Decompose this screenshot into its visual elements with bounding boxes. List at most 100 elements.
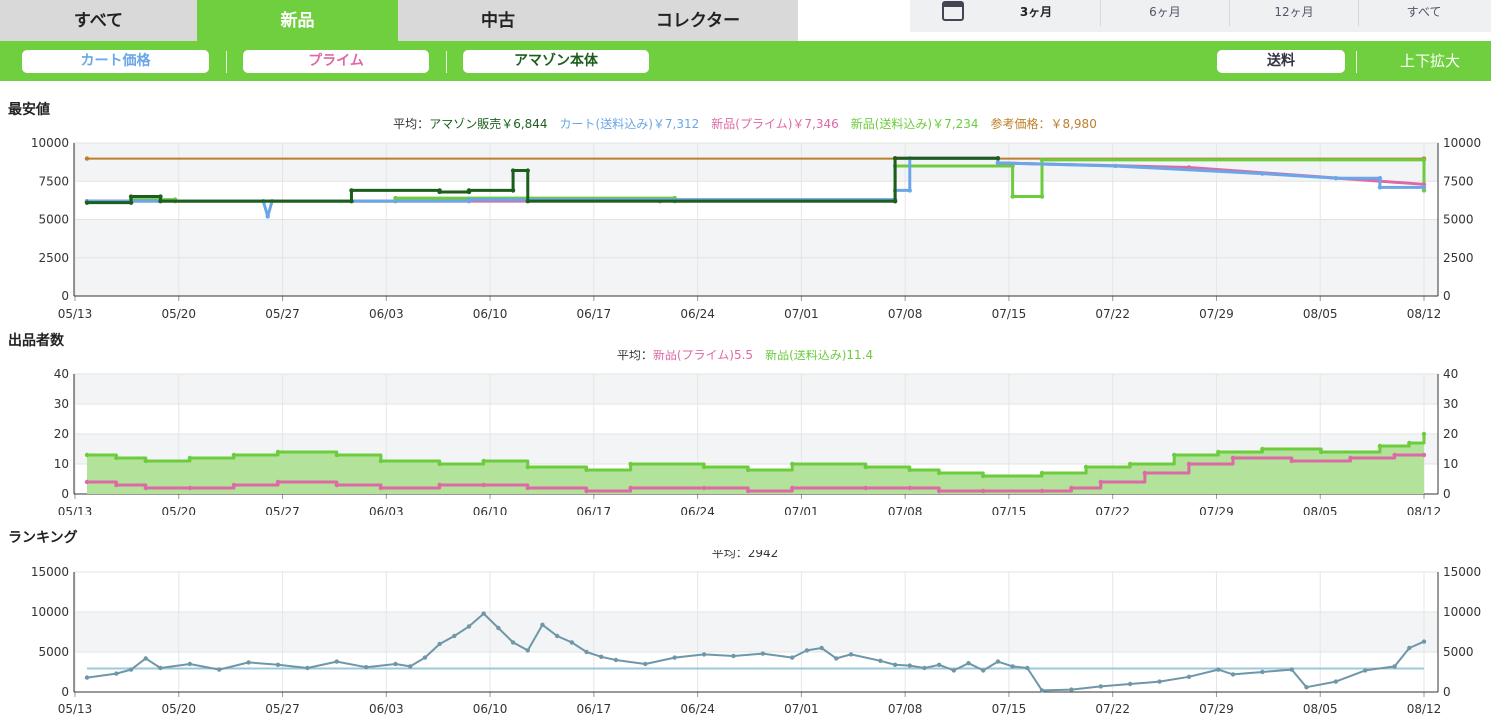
period-12months[interactable]: 12ヶ月 bbox=[1274, 5, 1314, 19]
series-point-rank bbox=[437, 641, 442, 647]
tab-used[interactable]: 中古 bbox=[481, 11, 515, 31]
period-3months[interactable]: 3ヶ月 bbox=[1019, 5, 1053, 19]
y-tick-label-right: 0 bbox=[1443, 685, 1451, 699]
cart-price-toggle[interactable]: カート価格 bbox=[22, 50, 209, 73]
y-tick-label-left: 10000 bbox=[31, 136, 69, 150]
series-point-rank bbox=[554, 633, 560, 639]
series-point-rank bbox=[393, 661, 398, 667]
series-point-rank bbox=[540, 622, 545, 627]
series-point-prime bbox=[1421, 452, 1427, 458]
series-point-newship bbox=[981, 473, 986, 479]
x-tick-label: 07/22 bbox=[1095, 702, 1130, 716]
legend-entry[interactable]: 新品(プライム)5.5 bbox=[653, 350, 753, 362]
price-chart[interactable]: 05/13 05/20 05/27 06/03 06/10 06/17 06/24 07/01… bbox=[0, 100, 1491, 330]
series-point-rank bbox=[1333, 679, 1339, 684]
series-point-newship bbox=[481, 458, 486, 464]
series-point-prime bbox=[525, 485, 530, 491]
series-point-rank bbox=[1098, 684, 1103, 689]
series-point-amazon bbox=[437, 189, 442, 195]
offers-chart[interactable]: 05/13 05/20 05/27 06/03 06/10 06/17 06/24 07/01… bbox=[0, 350, 1491, 515]
legend-entry[interactable]: カート(送料込み)￥7,312 bbox=[548, 116, 700, 131]
plot-band bbox=[74, 374, 1438, 404]
series-point-newship bbox=[1172, 452, 1177, 458]
y-tick-label-left: 30 bbox=[54, 397, 69, 411]
tab-all[interactable]: すべて bbox=[73, 11, 124, 31]
series-point-ref bbox=[84, 156, 90, 161]
series-point-amazon bbox=[510, 168, 516, 173]
series-point-prime bbox=[907, 485, 912, 491]
shipping-toggle[interactable]: 送料 bbox=[1217, 50, 1345, 73]
series-point-amazon bbox=[349, 188, 354, 193]
y-tick-label-right: 5000 bbox=[1443, 213, 1474, 227]
series-point-prime bbox=[275, 479, 281, 485]
series-point-newship bbox=[936, 470, 942, 476]
y-tick-label-left: 0 bbox=[61, 487, 69, 501]
series-point-rank bbox=[114, 671, 119, 676]
series-point-rank bbox=[892, 662, 898, 667]
series-point-cart bbox=[265, 214, 270, 219]
x-tick-label: 07/15 bbox=[992, 505, 1027, 515]
calendar-icon[interactable] bbox=[940, 0, 966, 26]
y-tick-label-right: 2500 bbox=[1443, 251, 1474, 265]
series-point-newship bbox=[1216, 449, 1221, 455]
x-tick-label: 07/29 bbox=[1199, 702, 1234, 716]
x-tick-label: 05/13 bbox=[58, 505, 93, 515]
series-point-rank bbox=[731, 653, 736, 659]
series-point-rank bbox=[922, 665, 927, 671]
series-point-prime bbox=[790, 485, 795, 491]
x-tick-label: 07/22 bbox=[1095, 307, 1130, 321]
y-tick-label-right: 15000 bbox=[1443, 565, 1481, 579]
vertical-zoom-button[interactable]: 上下拡大 bbox=[1400, 52, 1461, 70]
series-point-rank bbox=[672, 655, 677, 660]
x-tick-label: 07/15 bbox=[992, 702, 1027, 716]
series-point-newship bbox=[334, 452, 339, 458]
legend-entry[interactable]: 新品(プライム)￥7,346 bbox=[699, 116, 838, 131]
series-line-amazon bbox=[87, 156, 998, 205]
series-point-amazon bbox=[158, 198, 163, 204]
period-all[interactable]: すべて bbox=[1406, 5, 1442, 19]
series-point-rank bbox=[217, 667, 222, 672]
y-tick-label-left: 7500 bbox=[38, 174, 69, 188]
legend-entry[interactable]: 参考価格：￥8,980 bbox=[978, 116, 1096, 131]
series-point-newship bbox=[1039, 194, 1045, 199]
series-point-amazon bbox=[892, 198, 898, 204]
series-point-newship bbox=[745, 467, 751, 473]
series-point-rank bbox=[848, 652, 854, 657]
series-point-prime bbox=[1392, 452, 1397, 458]
series-point-rank bbox=[1186, 674, 1192, 679]
series-line-cart bbox=[87, 156, 1424, 218]
series-point-newship bbox=[1421, 431, 1427, 437]
series-point-prime bbox=[1230, 455, 1236, 461]
x-tick-label: 08/12 bbox=[1407, 307, 1442, 321]
legend-entry[interactable]: アマゾン販売￥6,844 bbox=[429, 116, 547, 131]
legend-entry[interactable]: 新品(送料込み)￥7,234 bbox=[839, 116, 979, 131]
series-point-newship bbox=[143, 458, 148, 464]
series-point-rank bbox=[1392, 664, 1397, 669]
x-tick-label: 08/05 bbox=[1303, 307, 1338, 321]
series-point-newship bbox=[378, 458, 384, 464]
y-tick-label-right: 10 bbox=[1443, 457, 1458, 471]
series-point-cart bbox=[1377, 185, 1383, 190]
x-tick-label: 08/05 bbox=[1303, 702, 1338, 716]
series-point-rank bbox=[1289, 667, 1294, 672]
tab-collector[interactable]: コレクター bbox=[655, 11, 741, 31]
tab-new[interactable]: 新品 bbox=[197, 0, 398, 41]
series-point-newship bbox=[1377, 443, 1383, 449]
chart-legend: 平均：アマゾン販売￥6,844 カート(送料込み)￥7,312 新品(プライム)… bbox=[393, 116, 1097, 131]
series-point-newship bbox=[1039, 157, 1045, 163]
series-point-rank bbox=[951, 668, 957, 673]
x-tick-label: 07/29 bbox=[1199, 505, 1234, 515]
prime-toggle[interactable]: プライム bbox=[243, 50, 429, 73]
period-6months[interactable]: 6ヶ月 bbox=[1149, 5, 1181, 19]
legend-entry[interactable]: 新品(送料込み)11.4 bbox=[753, 350, 873, 362]
category-tabs: すべて 新品 中古 コレクター bbox=[0, 0, 798, 41]
amazon-toggle[interactable]: アマゾン本体 bbox=[463, 50, 649, 73]
series-point-rank bbox=[643, 661, 648, 667]
ranking-chart[interactable]: 05/13 05/20 05/27 06/03 06/10 06/17 06/24 07/01… bbox=[0, 550, 1491, 720]
series-point-rank bbox=[760, 651, 766, 656]
y-tick-label-left: 5000 bbox=[38, 213, 69, 227]
legend-avg-label: 平均： bbox=[617, 350, 653, 362]
legend-entry[interactable]: 2942 bbox=[748, 550, 779, 560]
series-point-prime bbox=[1421, 182, 1427, 187]
y-tick-label-right: 0 bbox=[1443, 289, 1451, 303]
